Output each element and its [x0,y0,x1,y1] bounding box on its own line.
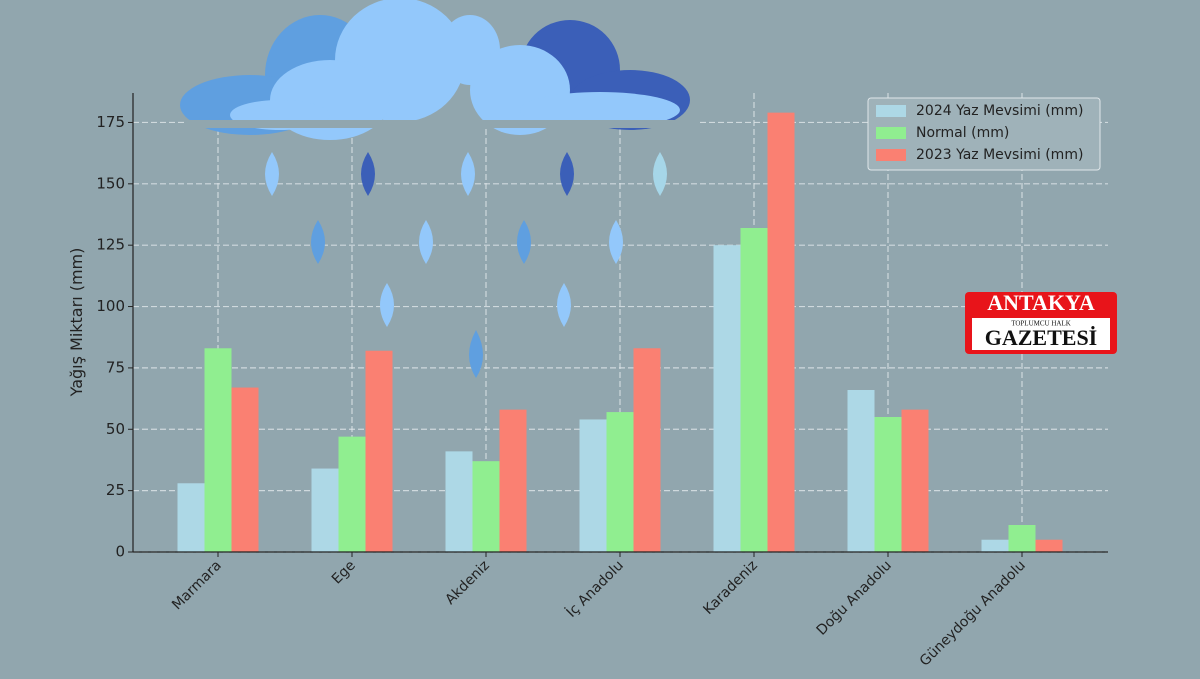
y-tick-label: 175 [96,113,125,131]
bar [606,412,634,552]
bar [981,539,1009,552]
bar [177,483,205,552]
y-tick-label: 25 [106,481,125,499]
bar [231,387,259,552]
bar [901,409,929,552]
bar [633,348,661,552]
cloud [180,0,700,140]
bar [1008,525,1036,552]
bar [874,417,902,552]
y-axis-label: Yağış Miktarı (mm) [67,248,86,398]
bar [767,112,795,553]
y-tick-label: 75 [106,358,125,376]
bar [445,451,473,552]
bar [579,419,607,552]
y-tick-label: 100 [96,297,125,315]
bar [740,228,768,552]
logo-name: GAZETESİ [985,325,1098,350]
bars [177,112,1063,553]
watermark: ANTAKYA TOPLUMCU HALK GAZETESİ [965,290,1117,354]
bar [338,436,366,552]
logo-title: ANTAKYA [987,290,1095,315]
y-tick-label: 125 [96,236,125,254]
bar [499,409,527,552]
raindrops [265,152,667,378]
y-tick-label: 150 [96,174,125,192]
legend-box [867,97,1101,171]
logo-subtitle: TOPLUMCU HALK [1011,320,1071,328]
legend-label: 2023 Yaz Mevsimi (mm) [916,147,1083,163]
y-tick-label: 0 [115,543,125,561]
bar [472,461,500,552]
legend-label: 2024 Yaz Mevsimi (mm) [916,103,1083,119]
logo-inner [972,318,1110,350]
legend-swatch [876,105,906,117]
y-tick-label: 50 [106,420,125,438]
bar [1035,539,1063,552]
legend-swatch [876,127,906,139]
bar [204,348,232,552]
bar [713,245,741,552]
legend-label: Normal (mm) [916,125,1009,141]
bar [311,468,339,552]
bar [365,350,393,552]
legend-swatch [876,149,906,161]
legend: 2024 Yaz Mevsimi (mm) Normal (mm) 2023 Yaz… [867,97,1101,171]
bar [847,390,875,552]
